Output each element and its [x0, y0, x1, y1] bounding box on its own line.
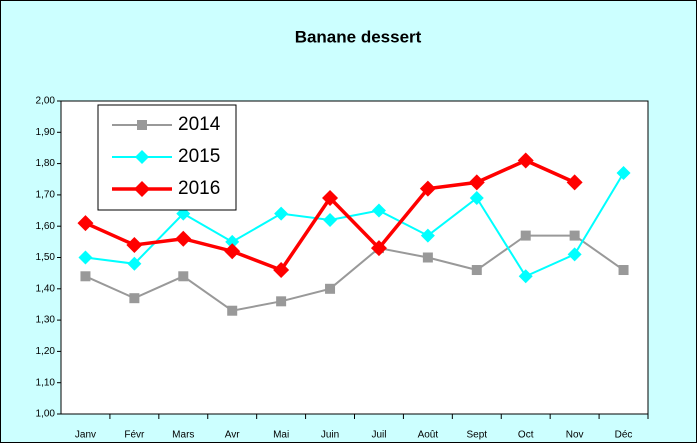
x-tick-label: Déc — [615, 430, 633, 441]
data-point — [178, 271, 189, 282]
x-tick-label: Juin — [321, 430, 339, 441]
y-tick-label: 1,40 — [36, 283, 56, 294]
legend-marker — [134, 181, 150, 197]
data-point — [274, 206, 289, 221]
y-tick-label: 1,80 — [36, 158, 56, 169]
x-tick-label: Févr — [124, 430, 145, 441]
legend-label: 2015 — [178, 146, 220, 167]
data-point — [323, 212, 338, 227]
x-tick-label: Oct — [518, 430, 534, 441]
legend-marker — [137, 120, 147, 130]
y-tick-label: 1,00 — [36, 409, 56, 420]
x-tick-label: Mai — [273, 430, 289, 441]
data-point — [325, 283, 336, 294]
x-tick-label: Nov — [566, 430, 584, 441]
x-tick-label: Avr — [225, 430, 240, 441]
x-tick-label: Juil — [371, 430, 386, 441]
data-point — [175, 230, 192, 247]
data-point — [569, 230, 580, 241]
y-tick-label: 2,00 — [36, 96, 56, 107]
data-point — [126, 236, 143, 253]
data-point — [227, 305, 238, 316]
data-point — [567, 247, 582, 262]
data-point — [517, 152, 534, 169]
data-point — [520, 230, 531, 241]
y-tick-label: 1,20 — [36, 346, 56, 357]
y-tick-label: 1,60 — [36, 221, 56, 232]
x-tick-label: Sept — [467, 430, 488, 441]
y-tick-label: 1,30 — [36, 315, 56, 326]
series-line — [85, 234, 625, 312]
x-tick-label: Mars — [172, 430, 194, 441]
data-point — [127, 256, 142, 271]
x-tick-label: Janv — [75, 430, 96, 441]
y-tick-label: 1,90 — [36, 127, 56, 138]
data-point — [468, 174, 485, 191]
series-line — [85, 172, 625, 278]
data-point — [273, 262, 290, 279]
data-point — [78, 250, 93, 265]
x-tick-label: Août — [418, 430, 439, 441]
chart-title: Banane dessert — [295, 27, 422, 46]
y-tick-label: 1,70 — [36, 190, 56, 201]
y-tick-label: 1,10 — [36, 377, 56, 388]
legend-label: 2016 — [178, 178, 220, 199]
data-point — [566, 174, 583, 191]
data-point — [518, 269, 533, 284]
data-point — [276, 296, 287, 307]
data-point — [80, 271, 91, 282]
data-point — [370, 240, 387, 257]
data-point — [225, 234, 240, 249]
data-point — [371, 203, 386, 218]
legend-marker — [135, 150, 149, 164]
data-point — [77, 215, 94, 232]
legend-label: 2014 — [178, 114, 221, 135]
data-point — [129, 293, 140, 304]
data-point — [420, 228, 435, 243]
data-point — [471, 265, 482, 276]
data-point — [322, 190, 339, 207]
y-tick-label: 1,50 — [36, 252, 56, 263]
data-point — [616, 165, 631, 180]
data-point — [422, 252, 433, 263]
data-point — [618, 265, 629, 276]
data-point — [469, 191, 484, 206]
data-point — [224, 243, 241, 260]
data-point — [419, 180, 436, 197]
